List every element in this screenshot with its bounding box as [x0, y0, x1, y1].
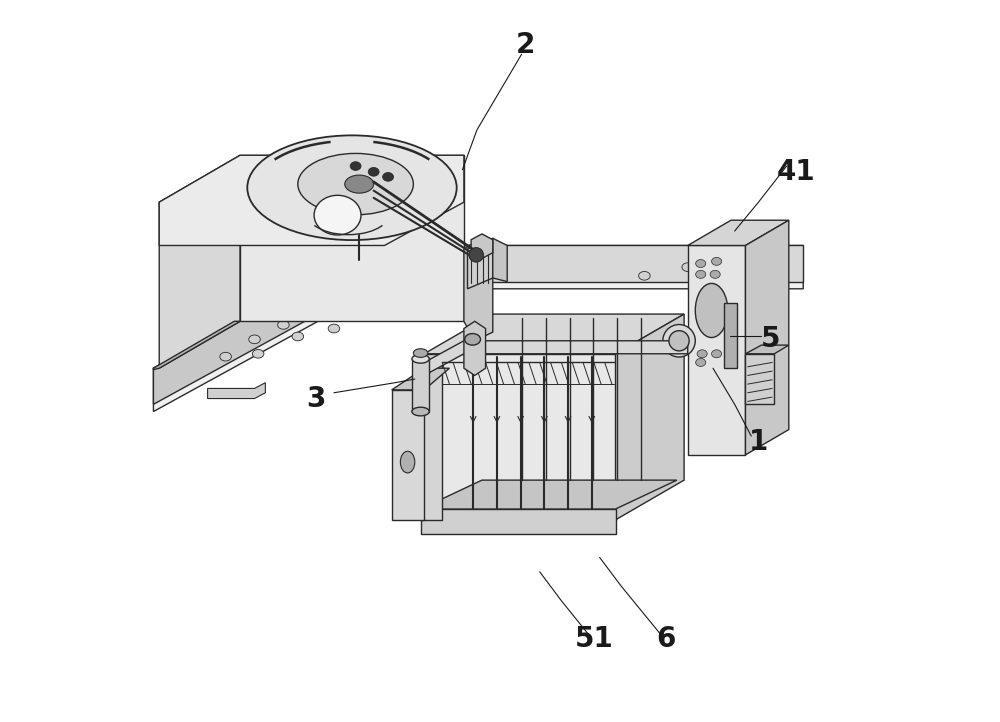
- Ellipse shape: [383, 173, 394, 181]
- Text: 6: 6: [656, 625, 676, 653]
- Text: 1: 1: [749, 428, 768, 456]
- Polygon shape: [616, 314, 684, 520]
- Ellipse shape: [345, 175, 374, 193]
- Text: 51: 51: [574, 625, 613, 653]
- Ellipse shape: [469, 248, 483, 262]
- Ellipse shape: [697, 349, 707, 357]
- Ellipse shape: [357, 292, 369, 300]
- Ellipse shape: [298, 153, 413, 215]
- Ellipse shape: [220, 352, 231, 361]
- Ellipse shape: [252, 349, 264, 358]
- Text: 41: 41: [777, 158, 815, 186]
- Polygon shape: [412, 359, 429, 412]
- Ellipse shape: [328, 324, 340, 333]
- Ellipse shape: [314, 196, 361, 235]
- Polygon shape: [688, 220, 789, 245]
- Polygon shape: [159, 155, 240, 368]
- Ellipse shape: [669, 331, 689, 351]
- Polygon shape: [159, 155, 464, 245]
- Ellipse shape: [368, 168, 379, 176]
- Polygon shape: [377, 245, 803, 282]
- Ellipse shape: [712, 349, 722, 357]
- Ellipse shape: [639, 271, 650, 280]
- Polygon shape: [424, 341, 688, 375]
- Ellipse shape: [307, 310, 318, 318]
- Ellipse shape: [247, 136, 457, 240]
- Ellipse shape: [249, 335, 260, 344]
- Ellipse shape: [769, 269, 780, 277]
- Text: 5: 5: [761, 326, 780, 353]
- Polygon shape: [468, 238, 493, 289]
- Ellipse shape: [696, 271, 706, 279]
- Ellipse shape: [413, 349, 428, 357]
- Polygon shape: [745, 220, 789, 455]
- Ellipse shape: [292, 332, 304, 341]
- Polygon shape: [464, 242, 493, 341]
- Ellipse shape: [732, 259, 744, 268]
- Text: 3: 3: [306, 385, 326, 412]
- Polygon shape: [424, 354, 616, 520]
- Bar: [724, 303, 737, 368]
- Polygon shape: [392, 390, 424, 520]
- Polygon shape: [421, 354, 442, 520]
- Ellipse shape: [682, 263, 693, 271]
- Polygon shape: [240, 155, 464, 321]
- Text: 2: 2: [516, 31, 535, 58]
- Ellipse shape: [663, 325, 695, 357]
- Polygon shape: [464, 321, 486, 375]
- Polygon shape: [421, 480, 677, 509]
- Ellipse shape: [278, 321, 289, 329]
- Polygon shape: [153, 245, 377, 404]
- Polygon shape: [421, 509, 616, 534]
- Ellipse shape: [696, 259, 706, 267]
- Ellipse shape: [400, 451, 415, 473]
- Polygon shape: [153, 321, 240, 370]
- Polygon shape: [471, 234, 493, 258]
- Ellipse shape: [412, 355, 429, 363]
- Ellipse shape: [710, 271, 720, 279]
- Ellipse shape: [465, 334, 481, 345]
- Polygon shape: [745, 345, 789, 354]
- Ellipse shape: [712, 257, 722, 265]
- Polygon shape: [493, 238, 507, 282]
- Polygon shape: [208, 383, 265, 399]
- Ellipse shape: [695, 284, 728, 338]
- Ellipse shape: [412, 407, 429, 416]
- Polygon shape: [424, 314, 684, 354]
- Polygon shape: [153, 245, 803, 412]
- Ellipse shape: [350, 162, 361, 170]
- Polygon shape: [745, 354, 774, 404]
- Ellipse shape: [696, 359, 706, 367]
- Polygon shape: [688, 245, 745, 455]
- Polygon shape: [392, 368, 449, 390]
